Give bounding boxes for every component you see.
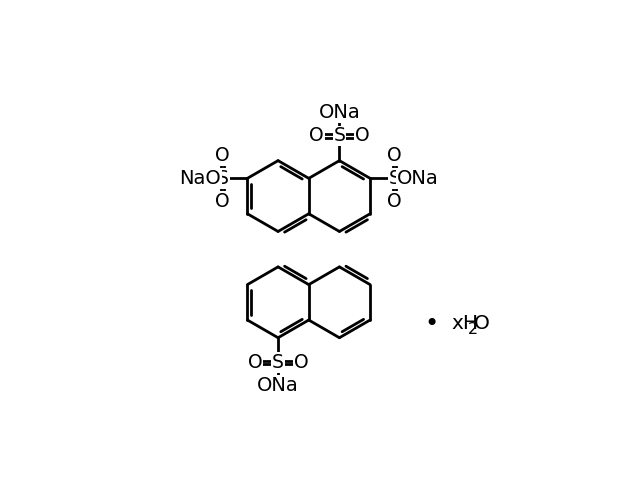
Text: 2: 2 bbox=[468, 322, 478, 337]
Text: S: S bbox=[272, 353, 284, 372]
Text: O: O bbox=[387, 146, 402, 165]
Text: O: O bbox=[216, 192, 230, 211]
Text: O: O bbox=[216, 146, 230, 165]
Text: O: O bbox=[387, 192, 402, 211]
Text: O: O bbox=[248, 353, 262, 372]
Text: S: S bbox=[217, 169, 228, 188]
Text: •: • bbox=[425, 312, 439, 336]
Text: ONa: ONa bbox=[257, 376, 299, 395]
Text: ONa: ONa bbox=[319, 104, 360, 123]
Text: xH: xH bbox=[451, 314, 478, 333]
Text: S: S bbox=[389, 169, 401, 188]
Text: NaO: NaO bbox=[179, 169, 221, 188]
Text: O: O bbox=[474, 314, 490, 333]
Text: ONa: ONa bbox=[397, 169, 438, 188]
Text: O: O bbox=[355, 126, 370, 145]
Text: S: S bbox=[333, 126, 346, 145]
Text: O: O bbox=[294, 353, 308, 372]
Text: O: O bbox=[309, 126, 324, 145]
